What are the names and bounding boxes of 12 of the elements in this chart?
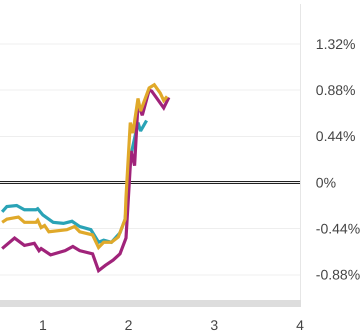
x-tick-label: 1	[38, 316, 47, 333]
x-tick-label: 2	[124, 316, 133, 333]
line-series	[0, 88, 170, 272]
y-tick-label: -0.44%	[316, 220, 360, 237]
x-tick-label: 3	[210, 316, 218, 333]
y-tick-label: 0.44%	[316, 128, 356, 144]
line-series	[0, 83, 169, 250]
y-tick-label: 0.88%	[316, 82, 356, 98]
y-tick-label: -0.88%	[316, 266, 360, 283]
y-tick-label: 0%	[316, 174, 336, 190]
x-tick-label: 4	[296, 316, 304, 333]
y-tick-label: 1.32%	[316, 36, 356, 52]
